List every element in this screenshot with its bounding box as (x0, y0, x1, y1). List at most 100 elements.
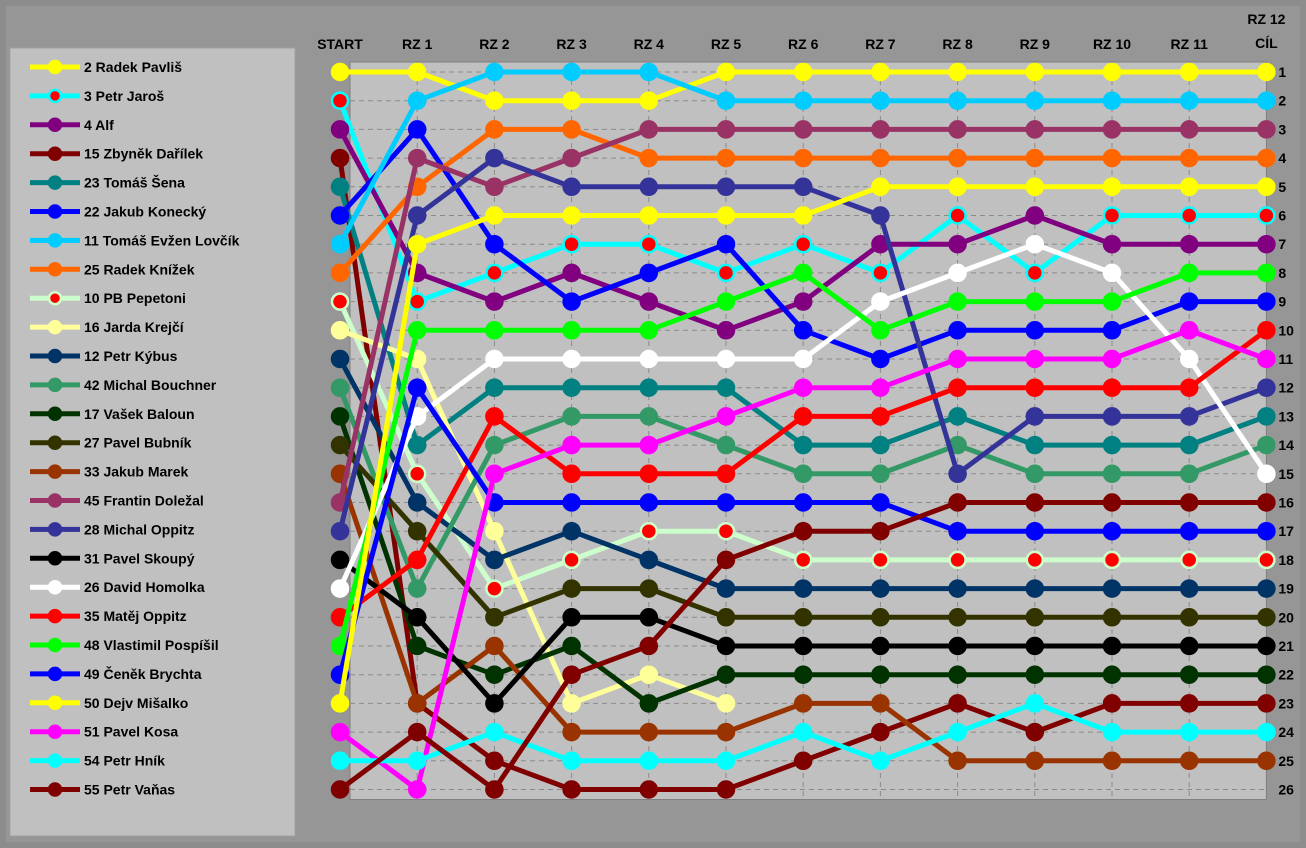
data-point (871, 722, 890, 742)
data-point (639, 550, 659, 570)
y-tick-label: 10 (1278, 322, 1294, 338)
data-point (871, 62, 890, 82)
data-point (1179, 62, 1199, 82)
data-point (1025, 292, 1045, 311)
data-point (1179, 521, 1199, 541)
data-point (716, 579, 736, 598)
legend-swatch-marker (47, 522, 63, 537)
data-point (1025, 407, 1045, 426)
series-17 (330, 550, 1276, 713)
data-point (330, 177, 350, 197)
legend-item: 55 Petr Vaňas (30, 782, 175, 798)
data-point (716, 206, 736, 225)
data-point (716, 550, 736, 570)
x-tick-label: RZ 3 (556, 36, 587, 52)
data-point (871, 464, 890, 484)
legend-item: 49 Čeněk Brychta (30, 665, 202, 682)
legend-swatch-marker (47, 88, 63, 104)
data-point (1025, 722, 1045, 742)
data-point (793, 550, 813, 570)
legend-label: 50 Dejv Mišalko (84, 695, 188, 711)
data-point (562, 751, 581, 771)
data-point (1102, 120, 1122, 139)
data-point (1025, 263, 1045, 283)
data-point (948, 464, 967, 484)
data-point (330, 407, 350, 426)
data-point (793, 120, 813, 139)
legend-label: 11 Tomáš Evžen Lovčík (84, 232, 240, 248)
data-point (793, 521, 813, 541)
data-point (948, 91, 967, 110)
data-point (330, 550, 350, 570)
data-point (639, 751, 659, 771)
legend-item: 12 Petr Kýbus (30, 348, 178, 364)
y-tick-label: 26 (1278, 782, 1294, 798)
data-point (639, 263, 659, 283)
data-point (639, 493, 659, 512)
data-point (1257, 206, 1276, 225)
data-point (330, 751, 350, 771)
data-point (639, 722, 659, 742)
legend-label: 42 Michal Bouchner (84, 377, 217, 393)
data-point (639, 780, 659, 799)
data-point (1102, 292, 1122, 311)
data-point (562, 636, 581, 656)
series-11 (330, 378, 1276, 598)
data-point (330, 120, 350, 139)
data-point (1257, 148, 1276, 168)
data-point (330, 206, 350, 225)
series-12 (330, 407, 1276, 713)
data-point (793, 321, 813, 340)
data-point (1257, 62, 1276, 82)
data-point (948, 665, 967, 684)
data-point (793, 91, 813, 110)
legend-swatch-marker (47, 175, 63, 190)
x-tick-label: RZ 12 CÍL (1247, 11, 1285, 51)
legend-label: 10 PB Pepetoni (84, 290, 186, 306)
data-point (1257, 722, 1276, 742)
data-point (485, 665, 504, 684)
legend-label: 17 Vašek Baloun (84, 406, 195, 422)
data-point (562, 435, 581, 455)
series-13 (330, 435, 1276, 627)
data-point (948, 608, 967, 627)
legend-label: 12 Petr Kýbus (84, 348, 178, 364)
data-point (407, 521, 427, 541)
legend-item: 25 Radek Knížek (30, 261, 195, 277)
data-point (562, 234, 581, 254)
data-point (716, 349, 736, 369)
series-19 (330, 321, 1276, 627)
data-point (562, 521, 581, 541)
data-point (1179, 722, 1199, 742)
data-point (1179, 321, 1199, 340)
data-point (485, 694, 504, 713)
data-point (639, 665, 659, 684)
data-point (562, 177, 581, 197)
data-point (793, 378, 813, 397)
data-point (1102, 206, 1122, 225)
data-point (485, 292, 504, 311)
data-point (407, 464, 427, 484)
data-point (1179, 148, 1199, 168)
data-point (1102, 435, 1122, 455)
data-point (639, 120, 659, 139)
data-point (1025, 751, 1045, 771)
data-point (485, 780, 504, 799)
legend-swatch-marker (47, 146, 63, 161)
data-point (407, 608, 427, 627)
data-point (407, 62, 427, 82)
data-point (562, 694, 581, 713)
data-point (407, 751, 427, 771)
data-point (1102, 694, 1122, 713)
data-point (716, 120, 736, 139)
data-point (871, 378, 890, 397)
y-tick-label: 16 (1278, 495, 1294, 511)
data-point (948, 378, 967, 397)
data-point (485, 751, 504, 771)
data-point (1025, 62, 1045, 82)
y-tick-label: 18 (1278, 552, 1294, 568)
data-point (407, 234, 427, 254)
legend-swatch-marker (47, 377, 63, 393)
data-point (948, 722, 967, 742)
y-tick-label: 19 (1278, 581, 1294, 597)
